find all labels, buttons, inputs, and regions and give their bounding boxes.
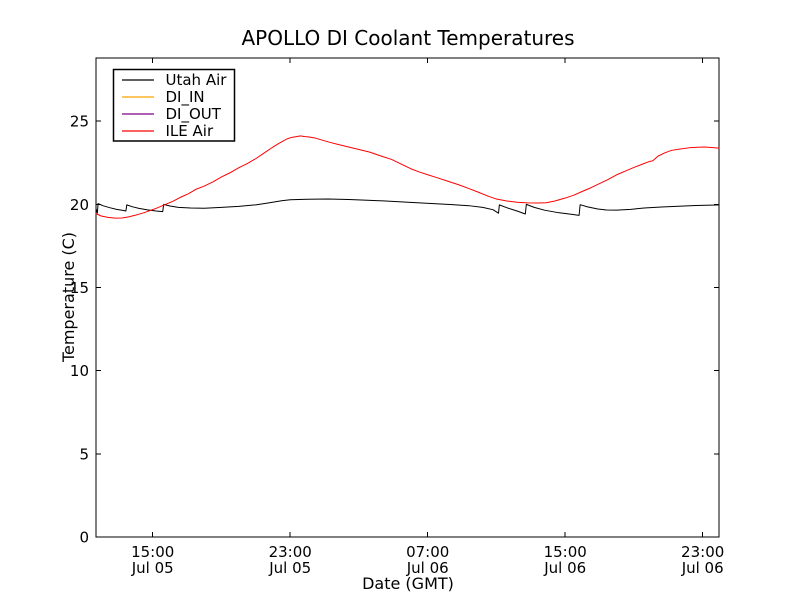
- x-tick-label-date: Jul 05: [268, 559, 311, 577]
- x-tick-label-date: Jul 05: [131, 559, 174, 577]
- legend-label-utah-air: Utah Air: [166, 71, 228, 89]
- legend-label-di-out: DI_OUT: [166, 105, 222, 124]
- x-tick-label-time: 15:00: [131, 543, 174, 561]
- x-tick-label-time: 07:00: [406, 543, 449, 561]
- x-axis-label: Date (GMT): [362, 574, 454, 593]
- series-line-utah-air: [95, 198, 720, 216]
- chart-title: APOLLO DI Coolant Temperatures: [241, 26, 574, 50]
- y-tick-label: 10: [70, 362, 89, 380]
- series-line-ile-air: [95, 135, 720, 219]
- y-tick-label: 20: [70, 196, 89, 214]
- y-axis-label: Temperature (C): [59, 232, 78, 363]
- y-tick-label: 0: [79, 529, 89, 547]
- series-lines: [95, 135, 720, 219]
- x-tick-label-date: Jul 06: [681, 559, 724, 577]
- y-tick-label: 25: [70, 113, 89, 131]
- x-tick-label-time: 23:00: [681, 543, 724, 561]
- legend-label-ile-air: ILE Air: [166, 122, 214, 140]
- x-tick-label-time: 23:00: [269, 543, 312, 561]
- x-tick-label-date: Jul 06: [543, 559, 586, 577]
- legend-box: [112, 68, 236, 142]
- y-tick-label: 15: [70, 279, 89, 297]
- y-tick-label: 5: [79, 445, 89, 463]
- x-tick-label-time: 15:00: [544, 543, 587, 561]
- x-tick-label-date: Jul 06: [406, 559, 449, 577]
- legend-label-di-in: DI_IN: [166, 88, 205, 107]
